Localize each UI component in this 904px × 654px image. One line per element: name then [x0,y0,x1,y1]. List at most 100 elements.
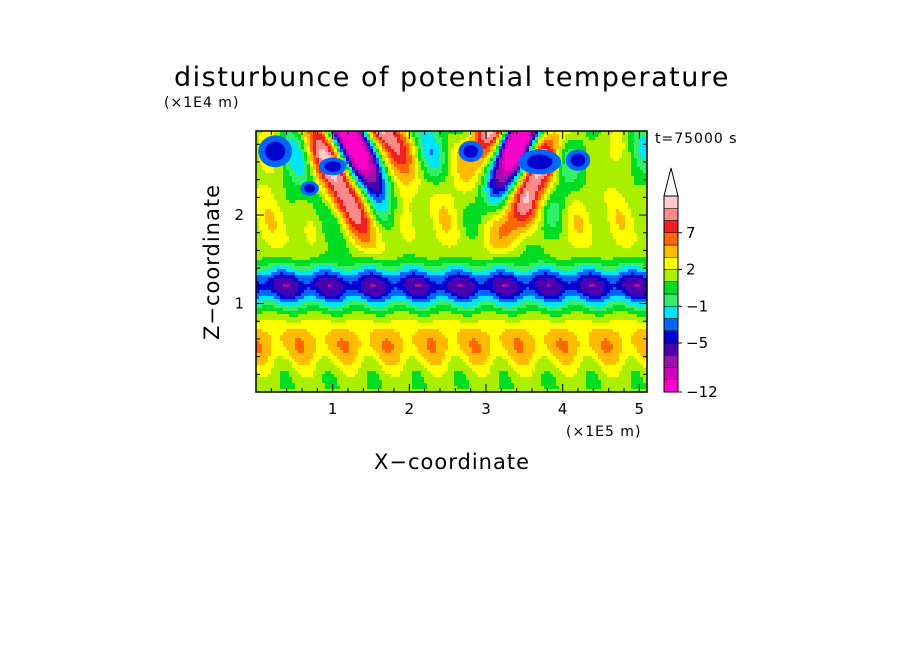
contour-cell [403,170,407,174]
contour-cell [331,194,335,198]
contour-cell [517,176,521,180]
contour-cell [475,167,479,171]
contour-cell [334,185,338,189]
contour-cell [367,149,371,153]
contour-cell [628,164,632,168]
contour-cell [373,155,377,159]
contour-cell [559,194,563,198]
contour-cell [406,224,410,228]
contour-cell [514,197,518,201]
contour-cell [610,203,614,207]
contour-cell [454,152,458,156]
contour-cell [589,206,593,210]
contour-cell [298,173,302,177]
contour-cell [607,146,611,150]
contour-cell [400,206,404,210]
contour-cell [391,155,395,159]
contour-cell [265,134,269,138]
contour-cell [460,242,464,246]
contour-cell [454,191,458,195]
contour-cell [568,146,572,150]
contour-cell [409,158,413,162]
contour-cell [289,131,293,135]
contour-cell [322,143,326,147]
contour-cell [364,164,368,168]
contour-cell [565,218,569,222]
contour-cell [487,242,491,246]
contour-cell [406,137,410,141]
contour-cell [259,221,263,225]
contour-cell [616,152,620,156]
contour-cell [259,200,263,204]
contour-cell [595,176,599,180]
contour-cell [622,224,626,228]
contour-cell [358,161,362,165]
contour-cell [256,200,260,204]
contour-cell [457,146,461,150]
contour-cell [373,176,377,180]
contour-cell [322,221,326,225]
contour-cell [475,182,479,186]
contour-cell [568,215,572,219]
contour-cell [526,140,530,144]
contour-cell [364,140,368,144]
contour-cell [271,242,275,246]
contour-cell [571,131,575,135]
contour-cell [535,215,539,219]
contour-cell [337,155,341,159]
contour-cell [385,236,389,240]
contour-cell [598,233,602,237]
contour-cell [601,158,605,162]
contour-cell [544,203,548,207]
contour-cell [511,152,515,156]
contour-cell [583,191,587,195]
contour-cell [277,233,281,237]
contour-cell [301,215,305,219]
contour-cell [505,137,509,141]
contour-cell [295,209,299,213]
contour-cell [523,200,527,204]
contour-cell [451,188,455,192]
contour-cell [541,185,545,189]
contour-cell [322,215,326,219]
contour-cell [268,230,272,234]
contour-cell [637,212,641,216]
contour-cell [589,164,593,168]
contour-cell [304,158,308,162]
chart-title: disturbunce of potential temperature [174,62,730,93]
contour-cell [601,212,605,216]
contour-cell [445,164,449,168]
contour-cell [439,218,443,222]
contour-cell [457,221,461,225]
contour-cell [586,179,590,183]
contour-cell [625,200,629,204]
contour-cell [283,182,287,186]
contour-cell [307,236,311,240]
contour-cell [574,185,578,189]
contour-cell [583,209,587,213]
contour-cell [433,215,437,219]
contour-cell [568,134,572,138]
contour-cell [346,224,350,228]
contour-cell [412,203,416,207]
contour-cell [262,167,266,171]
contour-cell [589,239,593,243]
contour-cell [421,227,425,231]
contour-cell [499,209,503,213]
contour-cell [427,137,431,141]
contour-cell [634,191,638,195]
contour-cell [358,140,362,144]
contour-cell [310,131,314,135]
contour-cell [490,188,494,192]
contour-cell [514,161,518,165]
contour-cell [325,140,329,144]
contour-cell [391,242,395,246]
contour-cell [343,215,347,219]
contour-cell [466,161,470,165]
contour-cell [322,152,326,156]
contour-cell [418,152,422,156]
contour-cell [280,227,284,231]
contour-cell [520,176,524,180]
contour-cell [307,227,311,231]
contour-cell [418,212,422,216]
